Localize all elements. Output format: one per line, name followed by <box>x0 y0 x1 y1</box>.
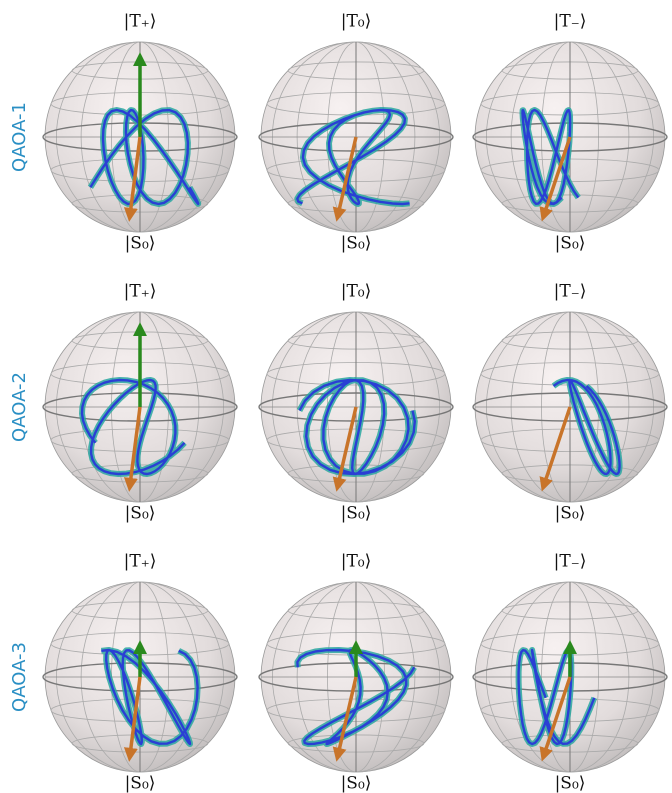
bottom-state-label: |S₀⟩ <box>341 774 372 793</box>
bottom-state-label: |S₀⟩ <box>555 504 586 524</box>
bloch-sphere <box>473 42 667 232</box>
top-state-label: |T₀⟩ <box>341 12 372 32</box>
figure: QAOA-1 |T₊⟩ |S₀⟩ |T₀⟩ |S₀⟩ |T₋⟩ |S₀⟩ QAOA-2 |T₊⟩… <box>0 0 672 793</box>
top-state-label: |T₊⟩ <box>124 282 157 302</box>
bottom-state-label: |S₀⟩ <box>555 234 586 254</box>
row-label: QAOA-1 <box>9 102 30 172</box>
bloch-sphere <box>43 312 237 502</box>
bloch-sphere <box>259 312 453 502</box>
top-state-label: |T₊⟩ <box>124 552 157 572</box>
bloch-sphere <box>473 312 667 502</box>
bloch-sphere <box>259 582 453 772</box>
bloch-sphere <box>43 42 237 232</box>
bottom-state-label: |S₀⟩ <box>555 774 586 793</box>
top-state-label: |T₀⟩ <box>341 282 372 302</box>
row-label: QAOA-3 <box>9 642 30 712</box>
bloch-sphere <box>473 582 667 772</box>
bottom-state-label: |S₀⟩ <box>125 234 156 254</box>
bloch-sphere <box>259 42 453 232</box>
top-state-label: |T₋⟩ <box>554 12 587 32</box>
bloch-sphere <box>43 582 237 772</box>
top-state-label: |T₋⟩ <box>554 552 587 572</box>
bottom-state-label: |S₀⟩ <box>125 504 156 524</box>
top-state-label: |T₀⟩ <box>341 552 372 572</box>
top-state-label: |T₊⟩ <box>124 12 157 32</box>
bottom-state-label: |S₀⟩ <box>341 234 372 254</box>
row-label: QAOA-2 <box>9 372 30 442</box>
top-state-label: |T₋⟩ <box>554 282 587 302</box>
bottom-state-label: |S₀⟩ <box>341 504 372 524</box>
bottom-state-label: |S₀⟩ <box>125 774 156 793</box>
